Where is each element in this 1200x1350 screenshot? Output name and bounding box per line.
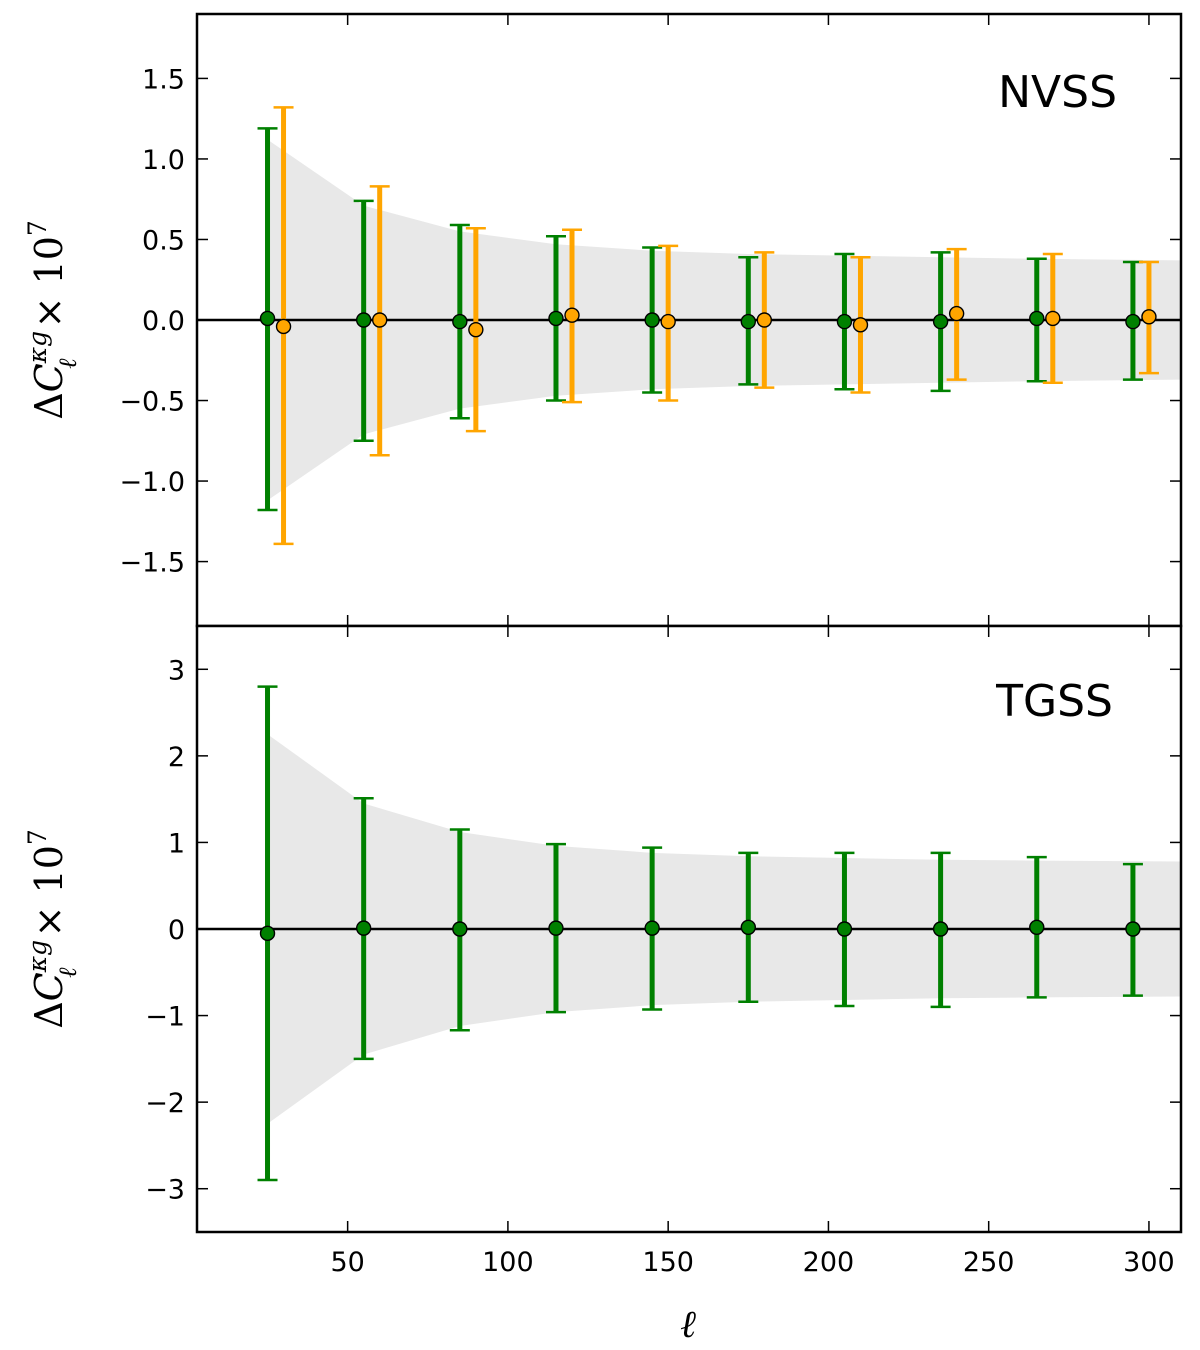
data-point-orange: [275, 318, 292, 335]
data-point-orange: [660, 313, 676, 330]
data-point-green: [644, 920, 660, 936]
y-tick-label: 1.0: [142, 145, 185, 176]
y-tick-label: 2: [168, 742, 185, 773]
y-tick-label: −3: [145, 1175, 185, 1206]
data-point-orange: [756, 312, 773, 328]
y-tick-label: 1: [168, 828, 185, 859]
data-point-orange: [1141, 309, 1157, 325]
x-tick-label: 50: [330, 1247, 364, 1278]
bottom-plot-frame: [195, 624, 1183, 1234]
x-tick-label: 300: [1123, 1247, 1175, 1278]
data-point-green: [1029, 310, 1045, 327]
y-tick-label: 0: [168, 915, 185, 946]
data-point-orange: [948, 305, 965, 322]
svg-text:ΔCκgℓ× 107: ΔCκgℓ× 107: [23, 220, 82, 420]
x-tick-label: 250: [963, 1247, 1015, 1278]
x-tick-label: 100: [482, 1247, 534, 1278]
data-point-green: [355, 312, 372, 328]
svg-text:ΔCκgℓ× 107: ΔCκgℓ× 107: [23, 829, 82, 1029]
y-tick-label: −0.5: [119, 387, 185, 418]
y-tick-label: 3: [168, 655, 185, 686]
nvss-panel: −1.5 −1.0 −0.5 0.0 0.5 1.0 1.5 NVSS ΔCκgℓ× 107: [23, 12, 1183, 628]
data-point-orange: [371, 312, 388, 328]
data-point-green: [1125, 313, 1141, 330]
nvss-label: NVSS: [998, 67, 1117, 118]
y-tick-label: −1.5: [119, 548, 185, 579]
data-point-green: [740, 919, 756, 935]
data-point-green: [548, 310, 564, 327]
data-point-green: [259, 925, 276, 942]
data-point-green: [932, 313, 949, 330]
data-point-green: [932, 921, 949, 937]
top-y-axis-label: ΔCκgℓ× 107: [23, 220, 82, 420]
x-tick-label: 200: [803, 1247, 855, 1278]
data-point-green: [1029, 919, 1045, 935]
tgss-label: TGSS: [995, 676, 1113, 727]
data-point-green: [355, 920, 372, 936]
data-point-green: [644, 312, 660, 328]
data-point-green: [836, 921, 853, 937]
data-point-green: [452, 921, 468, 937]
y-tick-label: 1.5: [142, 64, 185, 95]
data-point-orange: [564, 307, 580, 323]
data-point-green: [836, 313, 853, 330]
data-point-orange: [1045, 310, 1061, 327]
y-tick-label: −2: [145, 1088, 185, 1119]
data-point-orange: [468, 321, 484, 338]
y-tick-label: −1: [145, 1002, 185, 1033]
y-tick-label: 0.5: [142, 225, 185, 256]
bottom-y-axis-label: ΔCκgℓ× 107: [23, 829, 82, 1029]
data-point-green: [259, 310, 276, 327]
data-point-green: [452, 313, 468, 330]
data-point-green: [548, 920, 564, 936]
data-point-green: [1125, 921, 1141, 937]
data-point-orange: [852, 317, 869, 333]
x-axis-label: ℓ: [680, 1302, 696, 1346]
tgss-panel: 50 100 150 200 250 300 −3 −2 −1 0 1 2 3 TGSS ΔCκgℓ× …: [23, 624, 1183, 1346]
data-point-green: [740, 313, 756, 330]
x-tick-label: 150: [642, 1247, 694, 1278]
y-tick-label: 0.0: [142, 306, 185, 337]
y-tick-label: −1.0: [119, 467, 185, 498]
